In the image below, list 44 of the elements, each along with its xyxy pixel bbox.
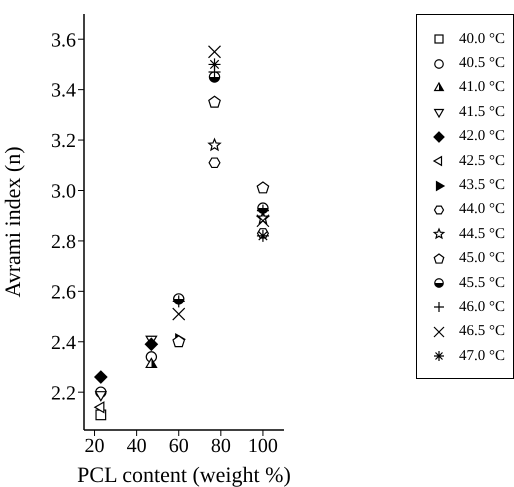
point — [172, 307, 186, 321]
legend-label: 47.0 °C — [458, 348, 505, 365]
point — [172, 294, 186, 308]
point — [208, 96, 221, 108]
x-tick-label: 100 — [248, 435, 278, 458]
legend-label: 41.5 °C — [458, 104, 505, 121]
x-tick-label: 80 — [210, 435, 231, 458]
point — [172, 335, 186, 348]
y-tick-label: 2.8 — [51, 231, 76, 254]
legend-label: 40.0 °C — [458, 30, 505, 48]
y-tick-label: 2.6 — [51, 281, 76, 304]
x-tick-label: 40 — [126, 435, 147, 458]
point — [256, 229, 270, 242]
legend-label: 45.5 °C — [458, 274, 505, 292]
legend-label: 45.0 °C — [458, 250, 505, 268]
point — [208, 45, 222, 58]
y-axis-title: Avrami index (n) — [0, 146, 25, 298]
x-tick-label: 60 — [168, 435, 189, 458]
legend-label: 46.5 °C — [458, 323, 505, 340]
point — [256, 204, 270, 218]
x-axis-title: PCL content (weight %) — [77, 462, 291, 487]
point — [208, 58, 222, 72]
y-tick-label: 3.2 — [51, 130, 76, 152]
y-tick-label: 3.0 — [51, 180, 76, 203]
x-tick-label: 20 — [84, 435, 105, 458]
legend-label: 40.5 °C — [458, 55, 505, 72]
y-tick-label: 2.4 — [51, 332, 76, 354]
legend-label: 44.0 °C — [458, 201, 505, 218]
y-tick-label: 2.2 — [51, 382, 76, 404]
y-tick-label: 3.6 — [51, 29, 76, 52]
point — [144, 338, 158, 351]
point — [146, 358, 158, 368]
point — [256, 214, 270, 228]
legend-label: 43.5 °C — [458, 177, 505, 194]
y-tick-label: 3.4 — [51, 80, 76, 102]
point — [94, 370, 108, 384]
point — [208, 138, 221, 151]
point — [256, 181, 270, 194]
legend-label: 44.5 °C — [458, 226, 505, 243]
legend-label: 42.0 °C — [458, 128, 505, 146]
legend-label: 41.0 °C — [458, 79, 505, 96]
legend-label: 46.0 °C — [458, 298, 505, 316]
legend-label: 42.5 °C — [458, 152, 505, 170]
point — [208, 157, 221, 168]
